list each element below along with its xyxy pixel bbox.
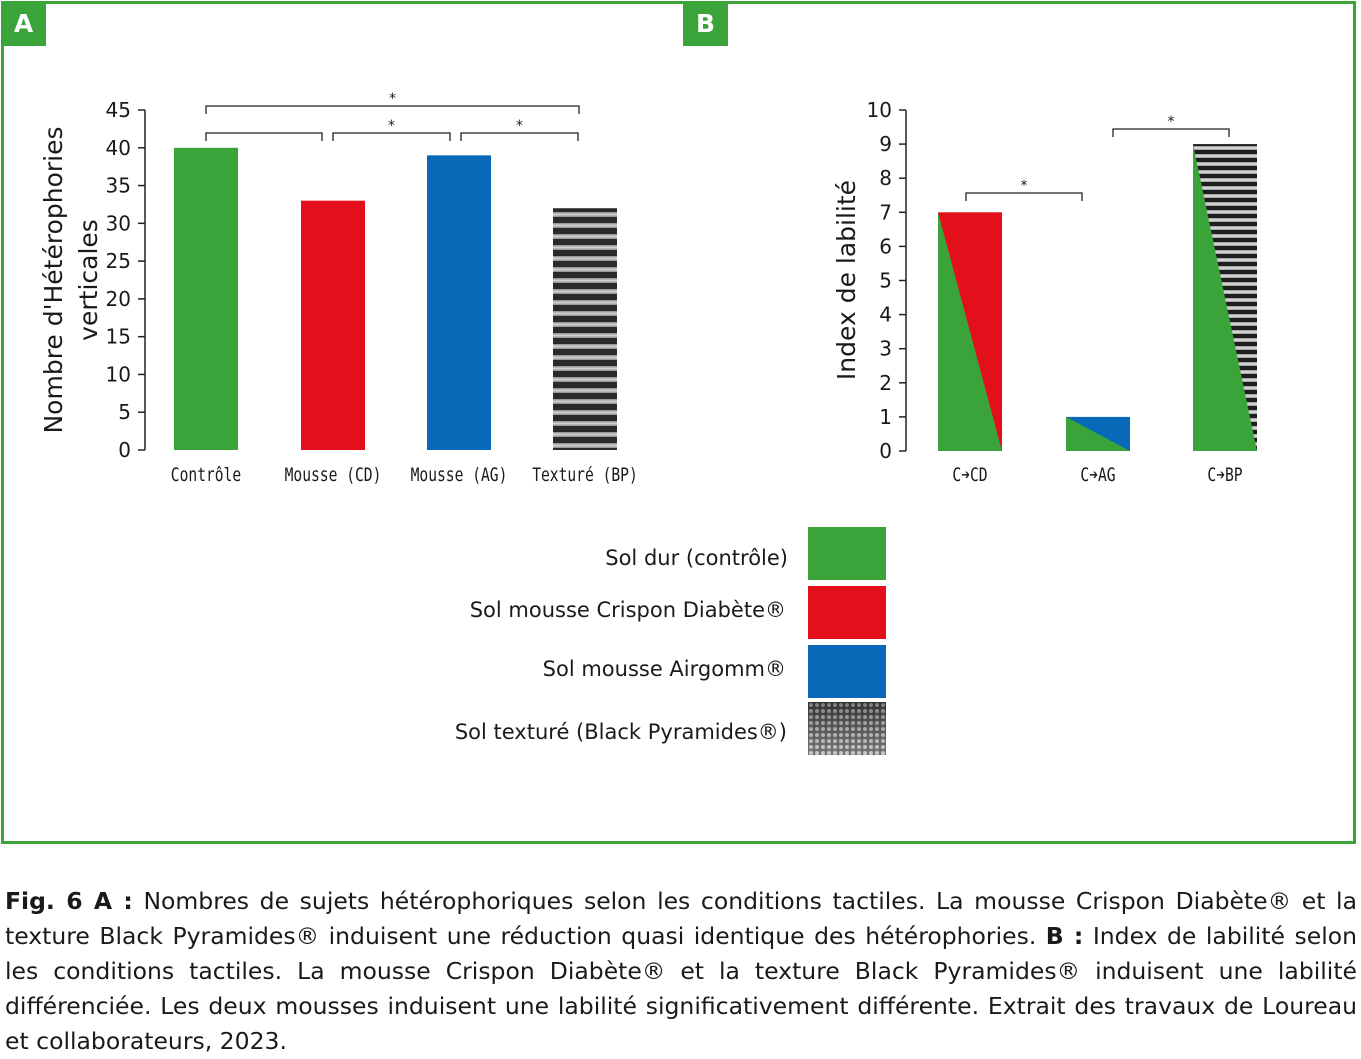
chart-a-x-tick-labels: Contrôle Mousse (CD) Mousse (AG) Texturé (B… <box>171 464 638 486</box>
bar-a-0 <box>174 147 238 450</box>
panel-a-tag: A <box>1 1 46 46</box>
figure-frame <box>1 1 1356 844</box>
y-tick-label: 40 <box>106 136 131 160</box>
y-tick-label: 9 <box>879 132 892 156</box>
bar-a-2 <box>427 155 491 451</box>
y-tick-label: 1 <box>879 405 892 429</box>
significance-label: * <box>1021 178 1028 194</box>
legend-label-crispon: Sol mousse Crispon Diabète® <box>469 598 786 622</box>
caption-text-b: Index de labilité selon les conditions t… <box>5 922 1357 1055</box>
caption-lead-a: Fig. 6 A : <box>5 887 133 915</box>
y-tick-label: 30 <box>106 211 131 235</box>
bar-b-2 <box>1193 144 1257 451</box>
y-tick-label: 6 <box>879 234 892 258</box>
y-tick-label: 45 <box>106 98 131 122</box>
y-tick-label: 8 <box>879 166 892 190</box>
chart-b-x-tick-labels: C➔CD C➔AG C➔BP <box>952 464 1242 486</box>
panel-b-tag: B <box>683 1 728 46</box>
y-tick-label: 0 <box>879 439 892 463</box>
chart-b-y-ticks: 0 1 2 3 4 5 6 7 8 9 10 <box>867 98 906 463</box>
x-tick-label: C➔BP <box>1207 464 1242 486</box>
x-tick-label: Contrôle <box>171 464 241 486</box>
legend-swatch-airgomm <box>808 645 886 698</box>
significance-bracket <box>205 132 323 141</box>
legend-label-airgomm: Sol mousse Airgomm® <box>542 657 786 681</box>
bar-b-0 <box>938 212 1002 451</box>
legend-swatch-black-pyramides <box>808 702 886 755</box>
x-tick-label: C➔CD <box>952 464 987 486</box>
y-tick-label: 35 <box>106 174 131 198</box>
significance-label: * <box>516 118 523 134</box>
x-tick-label: Texturé (BP) <box>532 464 638 486</box>
y-tick-label: 5 <box>118 400 131 424</box>
chart-a: 0 5 10 15 20 25 30 35 40 45 Contrôle Mousse (CD) Mo… <box>39 91 638 486</box>
legend-label-black-pyramides: Sol texturé (Black Pyramides®) <box>454 720 787 744</box>
significance-label: * <box>389 91 396 107</box>
caption-text-a: Nombres de sujets hétérophoriques selon … <box>5 887 1357 950</box>
y-tick-label: 25 <box>106 249 131 273</box>
figure-caption: Fig. 6 A : Nombres de sujets hétérophori… <box>5 884 1357 1059</box>
bar-b-1 <box>1066 416 1130 451</box>
y-tick-label: 4 <box>879 303 892 327</box>
x-tick-label: Mousse (AG) <box>411 464 508 486</box>
chart-b-ylabel: Index de labilité <box>832 180 861 380</box>
y-tick-label: 15 <box>106 325 131 349</box>
legend-swatch-control <box>808 527 886 580</box>
x-tick-label: C➔AG <box>1080 464 1115 486</box>
x-tick-label: Mousse (CD) <box>285 464 382 486</box>
y-tick-label: 3 <box>879 337 892 361</box>
bar-a-1 <box>301 200 365 450</box>
caption-lead-b: B : <box>1045 922 1084 950</box>
y-tick-label: 7 <box>879 200 892 224</box>
chart-a-y-ticks: 0 5 10 15 20 25 30 35 40 45 <box>106 98 145 462</box>
significance-label: * <box>388 118 395 134</box>
y-tick-label: 20 <box>106 287 131 311</box>
legend-swatch-crispon <box>808 586 886 639</box>
bar-a-3 <box>553 208 617 450</box>
significance-label: * <box>1168 114 1175 130</box>
significance-bracket <box>205 105 580 114</box>
significance-bracket <box>460 132 579 141</box>
y-tick-label: 10 <box>106 362 131 386</box>
y-tick-label: 0 <box>118 438 131 462</box>
significance-bracket <box>1112 128 1230 137</box>
significance-bracket <box>965 192 1083 201</box>
chart-b-significance-brackets: ** <box>965 114 1230 201</box>
chart-a-ylabel-line1: Nombre d'Hétérophories <box>39 126 68 433</box>
y-tick-label: 10 <box>867 98 892 122</box>
chart-a-bars <box>174 147 617 451</box>
legend-label-control: Sol dur (contrôle) <box>605 546 788 570</box>
significance-bracket <box>332 132 451 141</box>
chart-a-significance-brackets: * * * <box>205 91 580 141</box>
y-tick-label: 5 <box>879 269 892 293</box>
chart-b-bars <box>938 144 1257 451</box>
chart-a-ylabel-line2: verticales <box>74 219 103 341</box>
y-tick-label: 2 <box>879 371 892 395</box>
